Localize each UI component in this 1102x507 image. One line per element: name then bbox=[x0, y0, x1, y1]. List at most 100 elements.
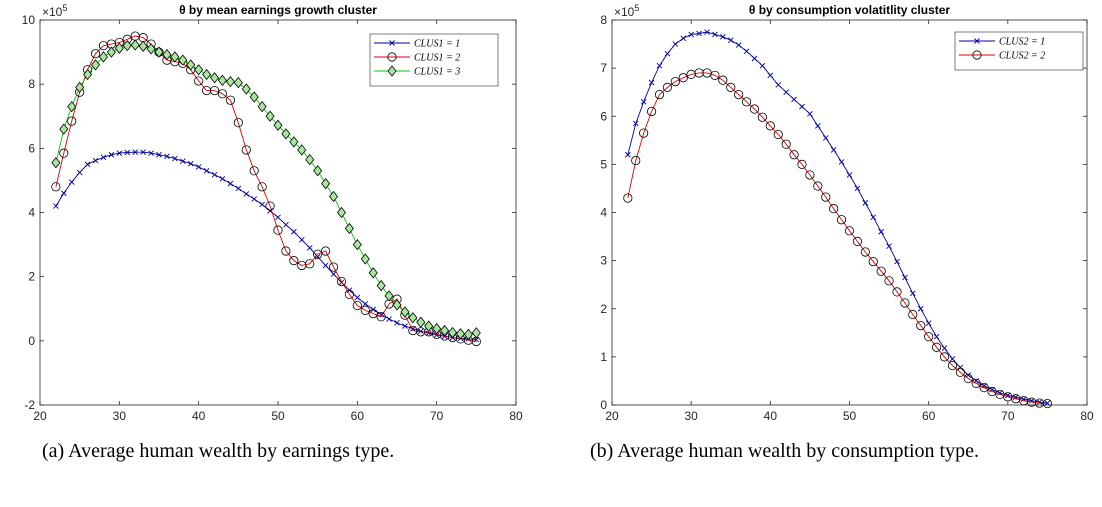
x-marker-stroke bbox=[696, 30, 702, 37]
x-marker-stroke bbox=[140, 149, 146, 156]
data-point-1 bbox=[76, 169, 83, 176]
y-tick-label: 6 bbox=[28, 141, 35, 155]
x-marker-stroke bbox=[822, 135, 829, 141]
data-point-1 bbox=[648, 79, 655, 86]
x-marker-stroke bbox=[1036, 399, 1043, 405]
data-point-2 bbox=[900, 298, 910, 308]
data-point-3 bbox=[130, 39, 140, 51]
legend-marker bbox=[972, 50, 982, 60]
x-tick-label: 80 bbox=[509, 409, 523, 423]
data-point-2 bbox=[320, 246, 331, 256]
x-marker-stroke bbox=[100, 154, 107, 161]
data-point-2 bbox=[773, 129, 783, 140]
series-line-3 bbox=[55, 44, 477, 335]
x-marker-stroke bbox=[389, 40, 395, 46]
chart-a: 20 30 40 50 60 70 80 -2 0 2 4 6 8 10 ×105 θ by mean ear… bbox=[22, 3, 523, 423]
data-point-3 bbox=[154, 46, 164, 58]
data-point-1 bbox=[172, 155, 178, 162]
data-point-1 bbox=[735, 42, 742, 48]
data-point-2 bbox=[51, 182, 61, 192]
data-point-2 bbox=[225, 95, 235, 105]
data-point-1 bbox=[394, 320, 400, 326]
x-tick-label: 40 bbox=[192, 409, 206, 423]
data-point-2 bbox=[90, 49, 101, 59]
caption-b: (b) Average human wealth by consumption … bbox=[590, 436, 1095, 466]
data-point-1 bbox=[815, 123, 821, 129]
data-point-2 bbox=[273, 225, 283, 235]
data-point-3 bbox=[91, 59, 101, 71]
data-point-2 bbox=[947, 360, 958, 371]
x-marker-stroke bbox=[688, 31, 694, 38]
data-point-1 bbox=[957, 364, 964, 371]
x-marker-stroke bbox=[743, 48, 750, 55]
data-point-2 bbox=[368, 308, 378, 319]
data-point-2 bbox=[710, 70, 720, 80]
data-point-2 bbox=[868, 256, 878, 267]
data-point-1 bbox=[68, 179, 75, 185]
data-point-1 bbox=[767, 72, 774, 79]
data-point-3 bbox=[122, 40, 132, 52]
data-point-2 bbox=[289, 256, 299, 266]
data-point-3 bbox=[448, 326, 458, 339]
x-marker-stroke bbox=[862, 200, 869, 206]
y-tick-label: 4 bbox=[600, 206, 607, 220]
y-tick-label: 2 bbox=[28, 270, 35, 284]
y-tick-label: 0 bbox=[600, 398, 607, 412]
x-marker-stroke bbox=[997, 390, 1003, 396]
x-marker-stroke bbox=[791, 96, 797, 103]
data-point-3 bbox=[329, 190, 339, 203]
x-marker-stroke bbox=[704, 29, 710, 35]
x-marker-stroke bbox=[957, 364, 964, 371]
y-tick-label: 3 bbox=[600, 254, 607, 268]
x-marker-stroke bbox=[124, 149, 131, 156]
data-point-1 bbox=[933, 333, 940, 340]
data-point-2 bbox=[916, 320, 926, 331]
data-point-1 bbox=[433, 332, 440, 338]
x-marker-stroke bbox=[941, 345, 948, 352]
data-point-3 bbox=[194, 64, 204, 76]
data-point-3 bbox=[59, 123, 69, 135]
data-point-2 bbox=[1034, 398, 1045, 408]
y-multiplier-exponent: 5 bbox=[62, 3, 67, 13]
x-marker-stroke bbox=[76, 169, 83, 176]
x-marker-stroke bbox=[648, 79, 655, 86]
caption-b-label: (b) bbox=[590, 440, 614, 462]
data-point-2 bbox=[209, 85, 220, 96]
data-point-1 bbox=[100, 154, 107, 161]
data-point-3 bbox=[344, 222, 354, 235]
caption-a-text: Average human wealth by earnings type. bbox=[68, 440, 395, 462]
x-marker-stroke bbox=[720, 34, 726, 40]
x-marker-stroke bbox=[179, 158, 186, 164]
data-point-3 bbox=[75, 81, 85, 94]
x-marker-stroke bbox=[807, 111, 813, 117]
x-marker-stroke bbox=[195, 164, 202, 170]
chart-title: θ by mean earnings growth cluster bbox=[179, 3, 377, 17]
x-marker-stroke bbox=[910, 290, 916, 297]
data-point-1 bbox=[743, 48, 750, 55]
data-point-3 bbox=[217, 74, 227, 86]
x-marker-stroke bbox=[322, 262, 329, 269]
x-tick-label: 70 bbox=[1001, 409, 1015, 423]
data-point-2 bbox=[59, 148, 69, 158]
x-marker-stroke bbox=[108, 151, 115, 158]
data-point-1 bbox=[727, 37, 734, 44]
data-point-1 bbox=[704, 29, 710, 35]
data-point-2 bbox=[305, 259, 315, 269]
data-point-3 bbox=[273, 119, 283, 131]
x-marker-stroke bbox=[933, 333, 940, 340]
data-point-2 bbox=[670, 77, 680, 87]
data-point-2 bbox=[860, 247, 870, 257]
data-point-1 bbox=[894, 258, 900, 265]
data-point-1 bbox=[84, 161, 91, 168]
legend-entry: CLUS2 = 1 bbox=[999, 37, 1045, 48]
data-point-3 bbox=[408, 312, 418, 324]
data-point-1 bbox=[791, 96, 797, 103]
data-point-3 bbox=[225, 75, 235, 88]
x-marker-stroke bbox=[433, 332, 440, 338]
y-tick-label: 8 bbox=[28, 77, 35, 91]
data-point-1 bbox=[330, 271, 337, 277]
x-marker-stroke bbox=[735, 42, 742, 48]
data-point-2 bbox=[844, 226, 855, 236]
data-point-2 bbox=[908, 309, 918, 320]
x-tick-label: 60 bbox=[351, 409, 365, 423]
